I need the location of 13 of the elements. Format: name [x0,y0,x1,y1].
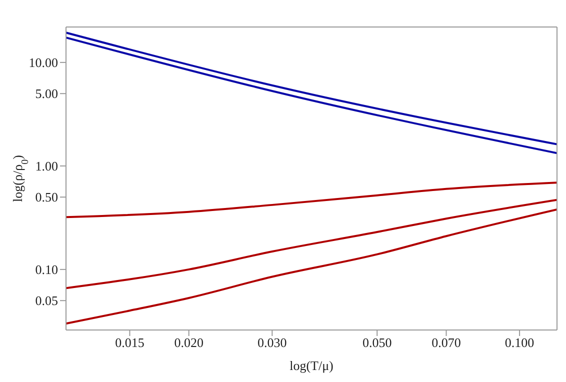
y-tick-label: 0.05 [35,293,58,308]
x-tick-label: 0.015 [115,335,144,350]
x-axis-title: log(T/μ) [290,358,334,373]
y-tick-label: 5.00 [35,86,58,102]
x-tick-label: 0.030 [258,335,287,350]
y-tick-label: 1.00 [35,158,58,174]
y-tick-label: 10.00 [28,55,58,70]
x-tick-label: 0.070 [432,335,461,350]
x-tick-label: 0.050 [362,335,392,350]
y-tick-label: 0.10 [35,262,58,278]
x-tick-label: 0.100 [504,335,534,350]
x-tick-label: 0.020 [174,335,204,350]
y-tick-label: 0.50 [35,190,58,205]
